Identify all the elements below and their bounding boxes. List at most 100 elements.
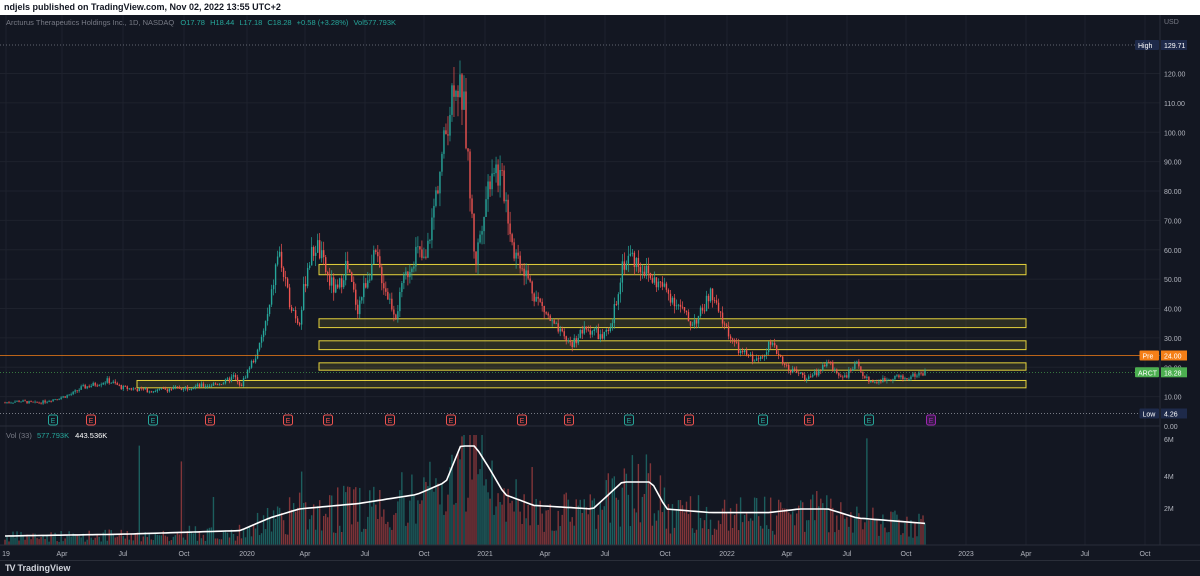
earnings-marker[interactable]: E bbox=[385, 414, 395, 426]
candle-body bbox=[320, 250, 323, 259]
volume-bar bbox=[477, 474, 479, 545]
earnings-marker[interactable]: E bbox=[48, 414, 58, 426]
volume-bar bbox=[314, 529, 317, 545]
volume-bar bbox=[76, 535, 78, 545]
volume-bar bbox=[918, 513, 920, 545]
candle-body bbox=[248, 367, 251, 370]
volume-bar bbox=[836, 515, 838, 545]
earnings-marker[interactable]: E bbox=[564, 414, 574, 426]
candle-body bbox=[427, 240, 429, 258]
volume-bar bbox=[687, 514, 690, 545]
candle-body bbox=[36, 401, 38, 403]
candle-body bbox=[162, 388, 165, 390]
volume-bar bbox=[613, 476, 616, 545]
earnings-marker[interactable]: E bbox=[926, 414, 936, 426]
candle-body bbox=[184, 386, 187, 389]
candle-body bbox=[796, 369, 798, 373]
earnings-marker[interactable]: E bbox=[323, 414, 333, 426]
volume-bar bbox=[491, 460, 493, 545]
candle-body bbox=[661, 282, 664, 287]
candle-body bbox=[864, 376, 866, 378]
volume-bar bbox=[862, 529, 864, 545]
volume-bar bbox=[242, 530, 245, 545]
earnings-marker-box bbox=[926, 414, 936, 426]
candle-body bbox=[509, 223, 511, 235]
candle-body bbox=[8, 402, 10, 404]
candle-body bbox=[50, 401, 52, 402]
candle-body bbox=[790, 370, 792, 373]
candle-body bbox=[609, 327, 612, 332]
volume-bar bbox=[495, 506, 497, 545]
volume-bar bbox=[521, 523, 523, 545]
time-tick-label: 2023 bbox=[958, 551, 974, 558]
premarket-label-value: 24.00 bbox=[1164, 354, 1182, 361]
candle-body bbox=[78, 389, 80, 391]
candle-body bbox=[455, 90, 457, 97]
candle-body bbox=[146, 388, 149, 393]
volume-bar bbox=[693, 532, 696, 545]
earnings-marker[interactable]: E bbox=[624, 414, 634, 426]
earnings-marker[interactable]: E bbox=[517, 414, 527, 426]
volume-bar bbox=[407, 522, 409, 545]
volume-bar bbox=[882, 514, 884, 545]
earnings-marker[interactable]: E bbox=[205, 414, 215, 426]
candle-body bbox=[413, 266, 415, 269]
candle-body bbox=[367, 280, 369, 288]
candle-body bbox=[591, 331, 593, 335]
candle-body bbox=[573, 338, 575, 348]
candle-body bbox=[583, 326, 585, 334]
candle-body bbox=[798, 372, 800, 374]
earnings-marker[interactable]: E bbox=[684, 414, 694, 426]
volume-bar bbox=[543, 531, 545, 545]
candle-body bbox=[888, 379, 890, 381]
candle-body bbox=[699, 307, 702, 316]
volume-bar bbox=[771, 530, 774, 545]
earnings-marker-label: E bbox=[89, 418, 94, 425]
high-label-value-box bbox=[1161, 40, 1187, 50]
earnings-marker[interactable]: E bbox=[446, 414, 456, 426]
earnings-marker[interactable]: E bbox=[283, 414, 293, 426]
candle-body bbox=[761, 356, 764, 358]
volume-bar bbox=[339, 525, 341, 545]
candle-body bbox=[681, 306, 684, 308]
earnings-marker[interactable]: E bbox=[758, 414, 768, 426]
tradingview-logo[interactable]: TV TradingView bbox=[5, 561, 70, 575]
candle-body bbox=[329, 275, 331, 286]
volume-bar bbox=[559, 526, 561, 545]
volume-bar bbox=[769, 497, 772, 545]
volume-bar bbox=[52, 536, 54, 545]
candle-body bbox=[449, 114, 451, 136]
price-tick-label: 30.00 bbox=[1164, 336, 1182, 343]
candle-body bbox=[753, 360, 756, 362]
candle-body bbox=[176, 386, 179, 388]
candle-body bbox=[230, 376, 233, 382]
earnings-marker[interactable]: E bbox=[86, 414, 96, 426]
time-tick-label: Jul bbox=[361, 551, 370, 558]
volume-bar bbox=[834, 532, 836, 545]
candle-body bbox=[4, 402, 6, 404]
earnings-marker[interactable]: E bbox=[864, 414, 874, 426]
time-axis[interactable]: 19 Apr Jul Oct 2020 Apr Jul Oct 2021 Apr Jul Oct 202… bbox=[2, 551, 1150, 558]
earnings-marker[interactable]: E bbox=[804, 414, 814, 426]
volume-axis[interactable]: 6M 4M 2M bbox=[1164, 437, 1174, 513]
volume-bar bbox=[605, 480, 608, 545]
candle-body bbox=[136, 389, 138, 392]
candle-body bbox=[84, 385, 86, 389]
volume-bar bbox=[156, 534, 159, 545]
high-label: High 129.71 bbox=[1135, 40, 1187, 50]
candle-body bbox=[457, 90, 459, 98]
candle-body bbox=[100, 384, 102, 386]
candle-body bbox=[114, 381, 116, 384]
volume-bar bbox=[72, 533, 74, 545]
price-chart[interactable]: E E E E E E E E E E E E E E E E Arcturus Therapeutics H… bbox=[0, 15, 1200, 560]
volume-bar bbox=[214, 538, 217, 545]
volume-bar bbox=[777, 499, 780, 545]
volume-bar bbox=[735, 503, 738, 545]
candle-body bbox=[615, 304, 618, 305]
earnings-marker[interactable]: E bbox=[148, 414, 158, 426]
volume-bar bbox=[627, 494, 630, 545]
candle-body bbox=[731, 338, 734, 340]
volume-bar bbox=[533, 505, 535, 545]
price-tick-label: 40.00 bbox=[1164, 307, 1182, 314]
volume-bar bbox=[699, 517, 702, 545]
